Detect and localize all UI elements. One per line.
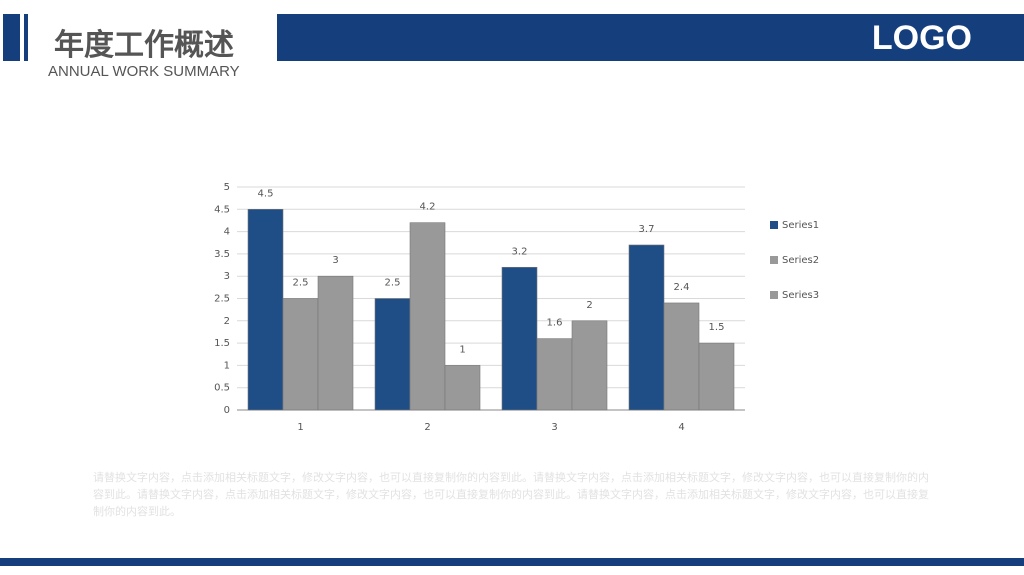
bar: [409, 222, 446, 411]
legend-label: Series1: [782, 220, 819, 231]
data-label: 3.2: [512, 246, 528, 257]
data-label: 1.5: [709, 322, 725, 333]
data-label: 1: [459, 344, 465, 355]
data-label: 3.7: [639, 224, 655, 235]
bar: [571, 320, 608, 411]
logo: LOGO: [871, 19, 972, 57]
logo-band: [277, 14, 1024, 61]
accent-bar: [3, 14, 20, 61]
legend-label: Series3: [782, 290, 819, 301]
bar: [628, 244, 665, 411]
bar: [317, 275, 354, 411]
title: 年度工作概述: [54, 28, 234, 63]
data-label: 2.5: [385, 278, 401, 289]
x-tick-label: 1: [297, 422, 303, 433]
y-tick-label: 2: [224, 316, 230, 327]
bar: [663, 302, 700, 411]
y-tick-label: 4: [224, 227, 230, 238]
legend-label: Series2: [782, 255, 819, 266]
bottom-bar: [0, 558, 1024, 566]
y-tick-label: 4.5: [214, 204, 230, 215]
bar: [501, 266, 538, 411]
x-tick-label: 2: [424, 422, 430, 433]
body-text: 请替换文字内容，点击添加相关标题文字，修改文字内容，也可以直接复制你的内容到此。…: [93, 471, 929, 518]
subtitle: ANNUAL WORK SUMMARY: [48, 63, 240, 80]
y-tick-label: 1.5: [214, 338, 230, 349]
y-tick-label: 5: [224, 182, 230, 193]
y-tick-label: 3.5: [214, 249, 230, 260]
bar: [698, 342, 735, 411]
data-label: 4.5: [258, 188, 274, 199]
data-label: 2.5: [293, 278, 309, 289]
bar: [444, 365, 481, 411]
x-tick-label: 3: [551, 422, 557, 433]
legend-swatch: [770, 221, 778, 229]
bar: [247, 209, 284, 411]
data-label: 3: [332, 255, 338, 266]
y-tick-label: 2.5: [214, 294, 230, 305]
data-label: 2: [586, 300, 592, 311]
y-tick-label: 0: [224, 405, 230, 416]
data-label: 4.2: [420, 202, 436, 213]
y-tick-label: 1: [224, 360, 230, 371]
y-tick-label: 0.5: [214, 383, 230, 394]
x-tick-label: 4: [678, 422, 684, 433]
data-label: 2.4: [674, 282, 690, 293]
legend-swatch: [770, 291, 778, 299]
chart: 0 0.5 1 1.5 2 2.5 3 3.5 4 4.5 5 1 4.5 2.5 3 2 2.5 4.2 1 3 3.…: [214, 182, 819, 433]
bar: [282, 298, 319, 411]
bar: [536, 338, 573, 411]
accent-line: [24, 14, 28, 61]
y-tick-label: 3: [224, 271, 230, 282]
bar: [374, 298, 411, 411]
legend-swatch: [770, 256, 778, 264]
data-label: 1.6: [547, 318, 563, 329]
